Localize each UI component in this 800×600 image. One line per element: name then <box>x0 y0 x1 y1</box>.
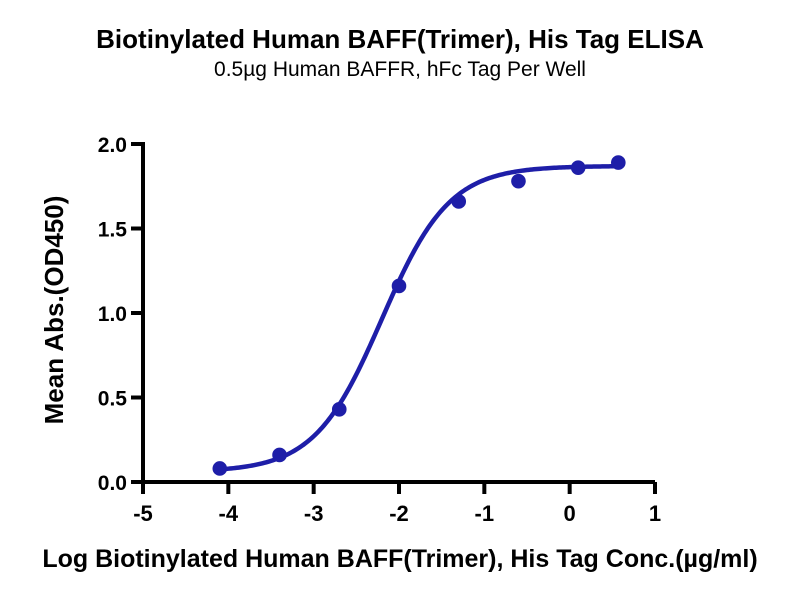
x-tick-label: -3 <box>304 501 324 526</box>
chart-title: Biotinylated Human BAFF(Trimer), His Tag… <box>96 24 704 54</box>
x-tick-label: -5 <box>133 501 153 526</box>
y-tick-label: 1.0 <box>98 303 127 326</box>
data-point <box>391 278 407 294</box>
x-tick-label: -4 <box>219 501 239 526</box>
data-point <box>272 447 287 463</box>
fit-curve <box>217 164 620 472</box>
x-tick-label: -2 <box>389 501 409 526</box>
y-tick-label: 1.5 <box>98 219 128 242</box>
data-point <box>511 173 526 189</box>
y-tick-label: 0.5 <box>98 388 128 411</box>
data-point <box>331 402 347 417</box>
y-axis-title: Mean Abs.(OD450) <box>39 196 69 425</box>
x-tick-label: -1 <box>475 501 495 526</box>
x-tick-label: 0 <box>564 501 576 526</box>
data-point <box>611 155 626 170</box>
y-tick-label: 0.0 <box>98 472 127 495</box>
data-point <box>570 160 586 175</box>
data-point <box>212 461 228 476</box>
x-tick-label: 1 <box>649 501 661 526</box>
y-tick-label: 2.0 <box>98 134 127 157</box>
x-axis-title: Log Biotinylated Human BAFF(Trimer), His… <box>42 545 757 573</box>
data-point <box>451 194 467 209</box>
chart-subtitle: 0.5µg Human BAFFR, hFc Tag Per Well <box>214 58 586 81</box>
